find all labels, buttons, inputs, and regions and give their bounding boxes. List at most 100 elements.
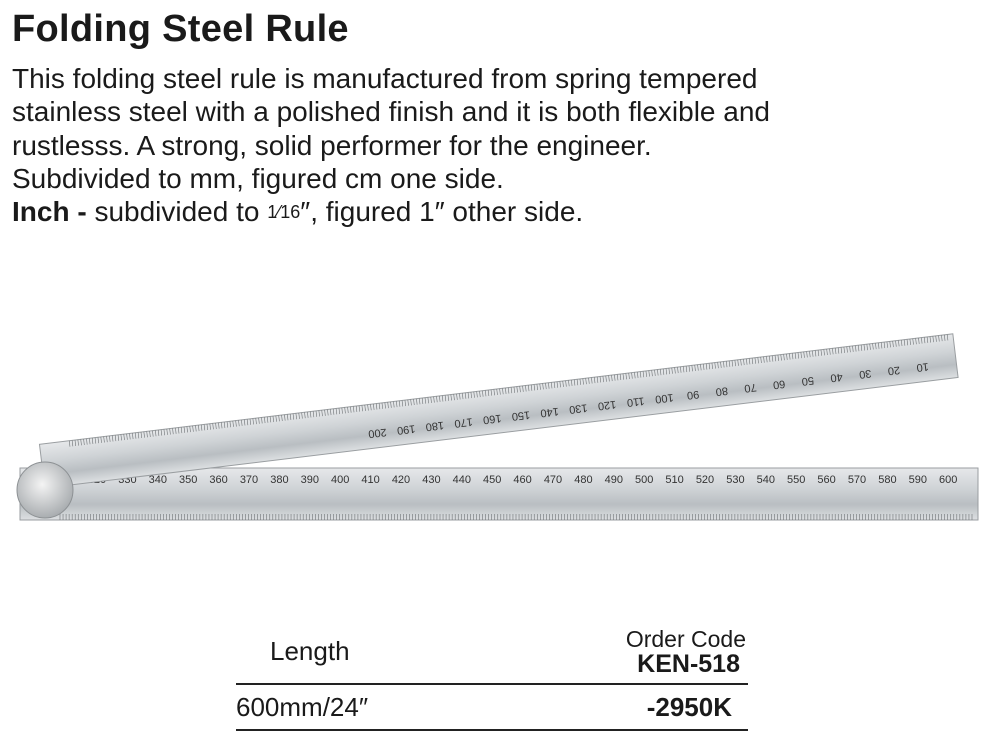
tick: [401, 400, 404, 407]
tick: [218, 422, 220, 429]
tick: [344, 407, 346, 414]
tick: [264, 417, 266, 424]
tick: [665, 368, 668, 375]
tick: [350, 406, 352, 413]
tick: [215, 422, 217, 430]
scale-number: 420: [392, 474, 410, 486]
rule-line: [236, 683, 748, 685]
scale-number: 10: [916, 360, 930, 373]
tick: [651, 370, 653, 377]
tick: [223, 421, 226, 428]
tick: [565, 380, 567, 387]
tick: [886, 341, 888, 348]
tick: [800, 352, 802, 359]
tick: [783, 354, 785, 361]
tick: [473, 391, 475, 398]
tick: [605, 375, 607, 382]
tick: [393, 401, 395, 408]
tick: [459, 393, 461, 400]
scale-number: 500: [635, 474, 653, 486]
scale-number: 110: [626, 394, 645, 408]
tick: [674, 367, 676, 374]
description: This folding steel rule is manufactured …: [12, 62, 770, 229]
tick: [857, 345, 860, 352]
tick: [637, 371, 639, 378]
tick: [746, 358, 748, 365]
scale-number: 90: [686, 388, 700, 401]
tick: [740, 359, 742, 366]
scale-number: 20: [887, 363, 901, 376]
tick: [146, 431, 148, 438]
tick: [645, 370, 647, 377]
tick: [708, 363, 711, 370]
tick: [126, 433, 128, 440]
tick: [918, 337, 920, 344]
tick: [737, 359, 739, 366]
tick: [505, 387, 507, 394]
tick: [720, 361, 722, 368]
tick: [591, 377, 593, 384]
tick: [195, 425, 197, 432]
tick: [769, 355, 771, 363]
tick: [464, 392, 467, 399]
tick: [519, 386, 521, 393]
tick: [571, 379, 573, 386]
tick: [797, 352, 800, 359]
tick: [261, 417, 263, 424]
tick: [576, 379, 579, 386]
tick: [281, 415, 283, 422]
tick: [631, 372, 633, 379]
tick: [479, 391, 481, 398]
tick: [671, 367, 673, 374]
tick: [513, 386, 515, 393]
tick: [347, 407, 349, 414]
tick: [777, 354, 779, 361]
tick: [619, 374, 622, 381]
tick: [200, 424, 203, 431]
scale-number: 560: [817, 474, 835, 486]
tick: [556, 381, 559, 388]
tick: [528, 385, 530, 392]
tick: [585, 378, 587, 385]
tick: [341, 407, 343, 414]
steel-strip: [38, 333, 959, 489]
tick: [763, 356, 765, 363]
tick: [941, 335, 943, 342]
tick: [238, 420, 240, 427]
scale-number: 550: [787, 474, 805, 486]
tick: [677, 367, 679, 374]
scale-number: 30: [858, 367, 872, 380]
tick: [832, 348, 834, 355]
tick: [852, 345, 854, 352]
scale-number: 360: [209, 474, 227, 486]
scale-number: 520: [696, 474, 714, 486]
scale-number: 180: [425, 419, 445, 433]
tick: [912, 338, 914, 345]
desc-line: stainless steel with a polished finish a…: [12, 96, 770, 128]
tick: [462, 393, 464, 400]
tick: [944, 334, 946, 341]
tick: [817, 350, 820, 357]
tick: [332, 408, 335, 415]
tick: [657, 369, 659, 376]
tick: [352, 406, 355, 413]
header-cell: Length: [270, 636, 350, 666]
tick: [134, 432, 137, 439]
tick: [525, 385, 527, 392]
tick: [786, 353, 788, 360]
tick: [863, 344, 866, 351]
tick: [878, 342, 880, 349]
tick: [275, 415, 277, 422]
scale-number: 160: [482, 412, 502, 426]
tick: [129, 433, 131, 440]
scale-number: 50: [801, 374, 815, 387]
tick: [157, 429, 160, 436]
tick: [86, 438, 88, 445]
tick: [872, 343, 874, 350]
tick: [814, 350, 817, 357]
tick: [680, 366, 682, 373]
tick: [209, 423, 211, 430]
tick: [803, 351, 805, 358]
tick: [94, 437, 97, 444]
text: subdivided to: [86, 196, 268, 228]
